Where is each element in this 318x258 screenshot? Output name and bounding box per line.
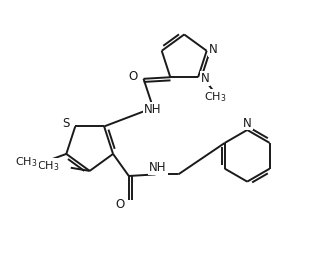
Text: S: S xyxy=(63,117,70,130)
Text: N: N xyxy=(209,43,218,56)
Text: O: O xyxy=(128,70,137,83)
Text: NH: NH xyxy=(149,161,167,174)
Text: NH: NH xyxy=(144,103,161,116)
Text: CH$_3$: CH$_3$ xyxy=(37,159,60,173)
Text: N: N xyxy=(201,72,210,85)
Text: O: O xyxy=(115,198,125,211)
Text: CH$_3$: CH$_3$ xyxy=(16,155,38,169)
Text: N: N xyxy=(243,117,252,130)
Text: CH$_3$: CH$_3$ xyxy=(204,90,227,104)
